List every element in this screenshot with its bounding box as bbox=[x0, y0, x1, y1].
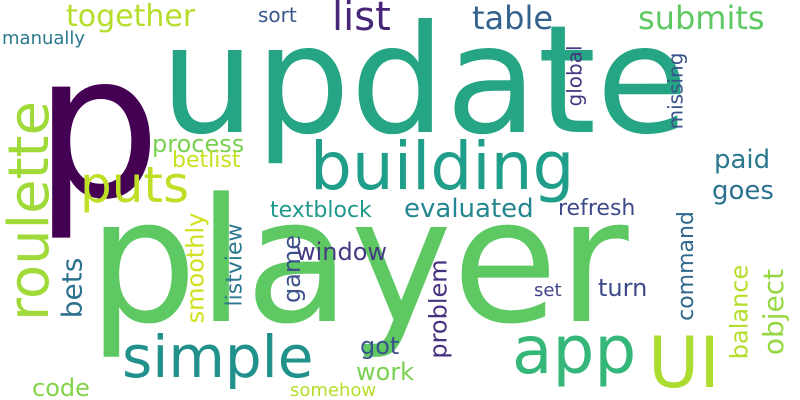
word-evaluated: evaluated bbox=[404, 194, 534, 224]
word-together: together bbox=[66, 0, 196, 34]
word-turn: turn bbox=[598, 274, 648, 302]
word-command: command bbox=[673, 211, 699, 321]
word-manually: manually bbox=[2, 28, 86, 49]
word-p: p bbox=[34, 11, 161, 244]
word-table: table bbox=[472, 0, 554, 37]
word-betlist: betlist bbox=[172, 148, 241, 173]
word-balance: balance bbox=[725, 264, 754, 360]
word-got: got bbox=[360, 332, 400, 360]
word-list: list bbox=[332, 0, 391, 40]
word-simple: simple bbox=[122, 323, 314, 391]
word-app: app bbox=[512, 312, 637, 389]
word-building: building bbox=[310, 128, 575, 205]
word-paid: paid bbox=[714, 145, 771, 175]
word-object: object bbox=[757, 268, 791, 356]
word-refresh: refresh bbox=[558, 196, 636, 221]
word-ui: UI bbox=[648, 322, 720, 400]
word-submits: submits bbox=[638, 0, 765, 37]
word-set: set bbox=[534, 280, 562, 301]
word-missing: missing bbox=[663, 52, 688, 130]
word-goes: goes bbox=[712, 176, 774, 206]
word-textblock: textblock bbox=[270, 198, 372, 223]
word-listview: listview bbox=[222, 223, 248, 307]
word-somehow: somehow bbox=[290, 380, 377, 400]
word-problem: problem bbox=[424, 259, 453, 359]
word-player: player bbox=[88, 161, 629, 362]
word-global: global bbox=[562, 45, 587, 107]
word-code: code bbox=[32, 374, 90, 400]
word-roulette: roulette bbox=[0, 101, 62, 321]
word-process: process bbox=[152, 130, 245, 158]
word-bets: bets bbox=[55, 257, 89, 319]
word-update: update bbox=[160, 0, 689, 168]
word-puts: puts bbox=[80, 156, 190, 214]
word-sort: sort bbox=[258, 3, 297, 27]
word-window: window bbox=[296, 238, 388, 266]
word-smoothly: smoothly bbox=[181, 212, 210, 324]
word-work: work bbox=[356, 358, 415, 386]
